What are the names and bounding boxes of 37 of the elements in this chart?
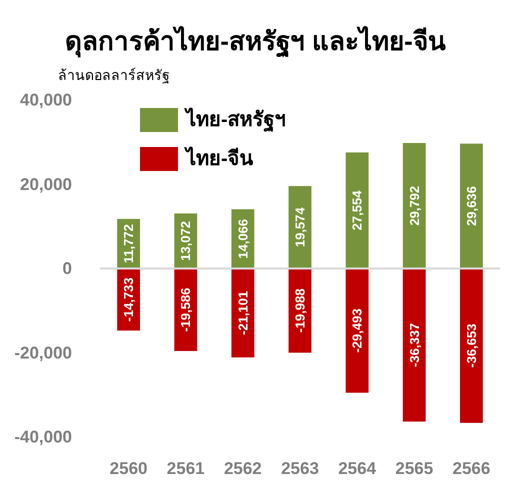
bar — [402, 268, 426, 422]
data-label: 27,554 — [350, 190, 365, 230]
data-label: -29,493 — [350, 308, 365, 353]
data-label: -19,586 — [178, 288, 194, 332]
bar — [231, 268, 254, 358]
x-tick-label: 2565 — [395, 459, 434, 478]
y-axis-title: ล้านดอลลาร์สหรัฐ — [58, 67, 170, 84]
bar — [460, 268, 483, 423]
y-tick-label: -40,000 — [14, 428, 72, 446]
bar — [402, 143, 426, 268]
data-label: -21,101 — [235, 290, 250, 335]
x-tick-label: 2561 — [166, 459, 205, 478]
y-tick-label: 20,000 — [20, 174, 72, 194]
y-tick-label: 40,000 — [20, 90, 72, 110]
data-label: -19,988 — [292, 288, 308, 333]
data-label: 13,072 — [178, 221, 194, 261]
data-label: 19,574 — [292, 206, 308, 248]
data-label: 14,066 — [235, 218, 250, 259]
data-label: 11,772 — [121, 224, 136, 264]
data-label: -36,337 — [406, 322, 422, 368]
legend-label: ไทย-สหรัฐฯ — [184, 107, 286, 133]
legend-label: ไทย-จีน — [184, 146, 254, 170]
bar — [460, 144, 483, 268]
data-label: 29,636 — [464, 186, 479, 226]
x-tick-label: 2563 — [281, 459, 319, 478]
x-tick-label: 2560 — [110, 459, 148, 478]
data-label: -36,653 — [464, 324, 479, 368]
x-tick-label: 2562 — [224, 459, 262, 478]
y-tick-label: 0 — [62, 259, 72, 278]
chart-title: ดุลการค้าไทย-สหรัฐฯ และไทย-จีน — [65, 25, 446, 59]
x-tick-label: 2566 — [452, 459, 490, 478]
y-tick-label: -20,000 — [14, 343, 72, 362]
bar — [346, 152, 369, 268]
x-tick-label: 2564 — [338, 459, 377, 478]
bar — [346, 268, 369, 393]
data-label: 29,792 — [406, 186, 422, 226]
data-label: -14,733 — [121, 277, 136, 322]
